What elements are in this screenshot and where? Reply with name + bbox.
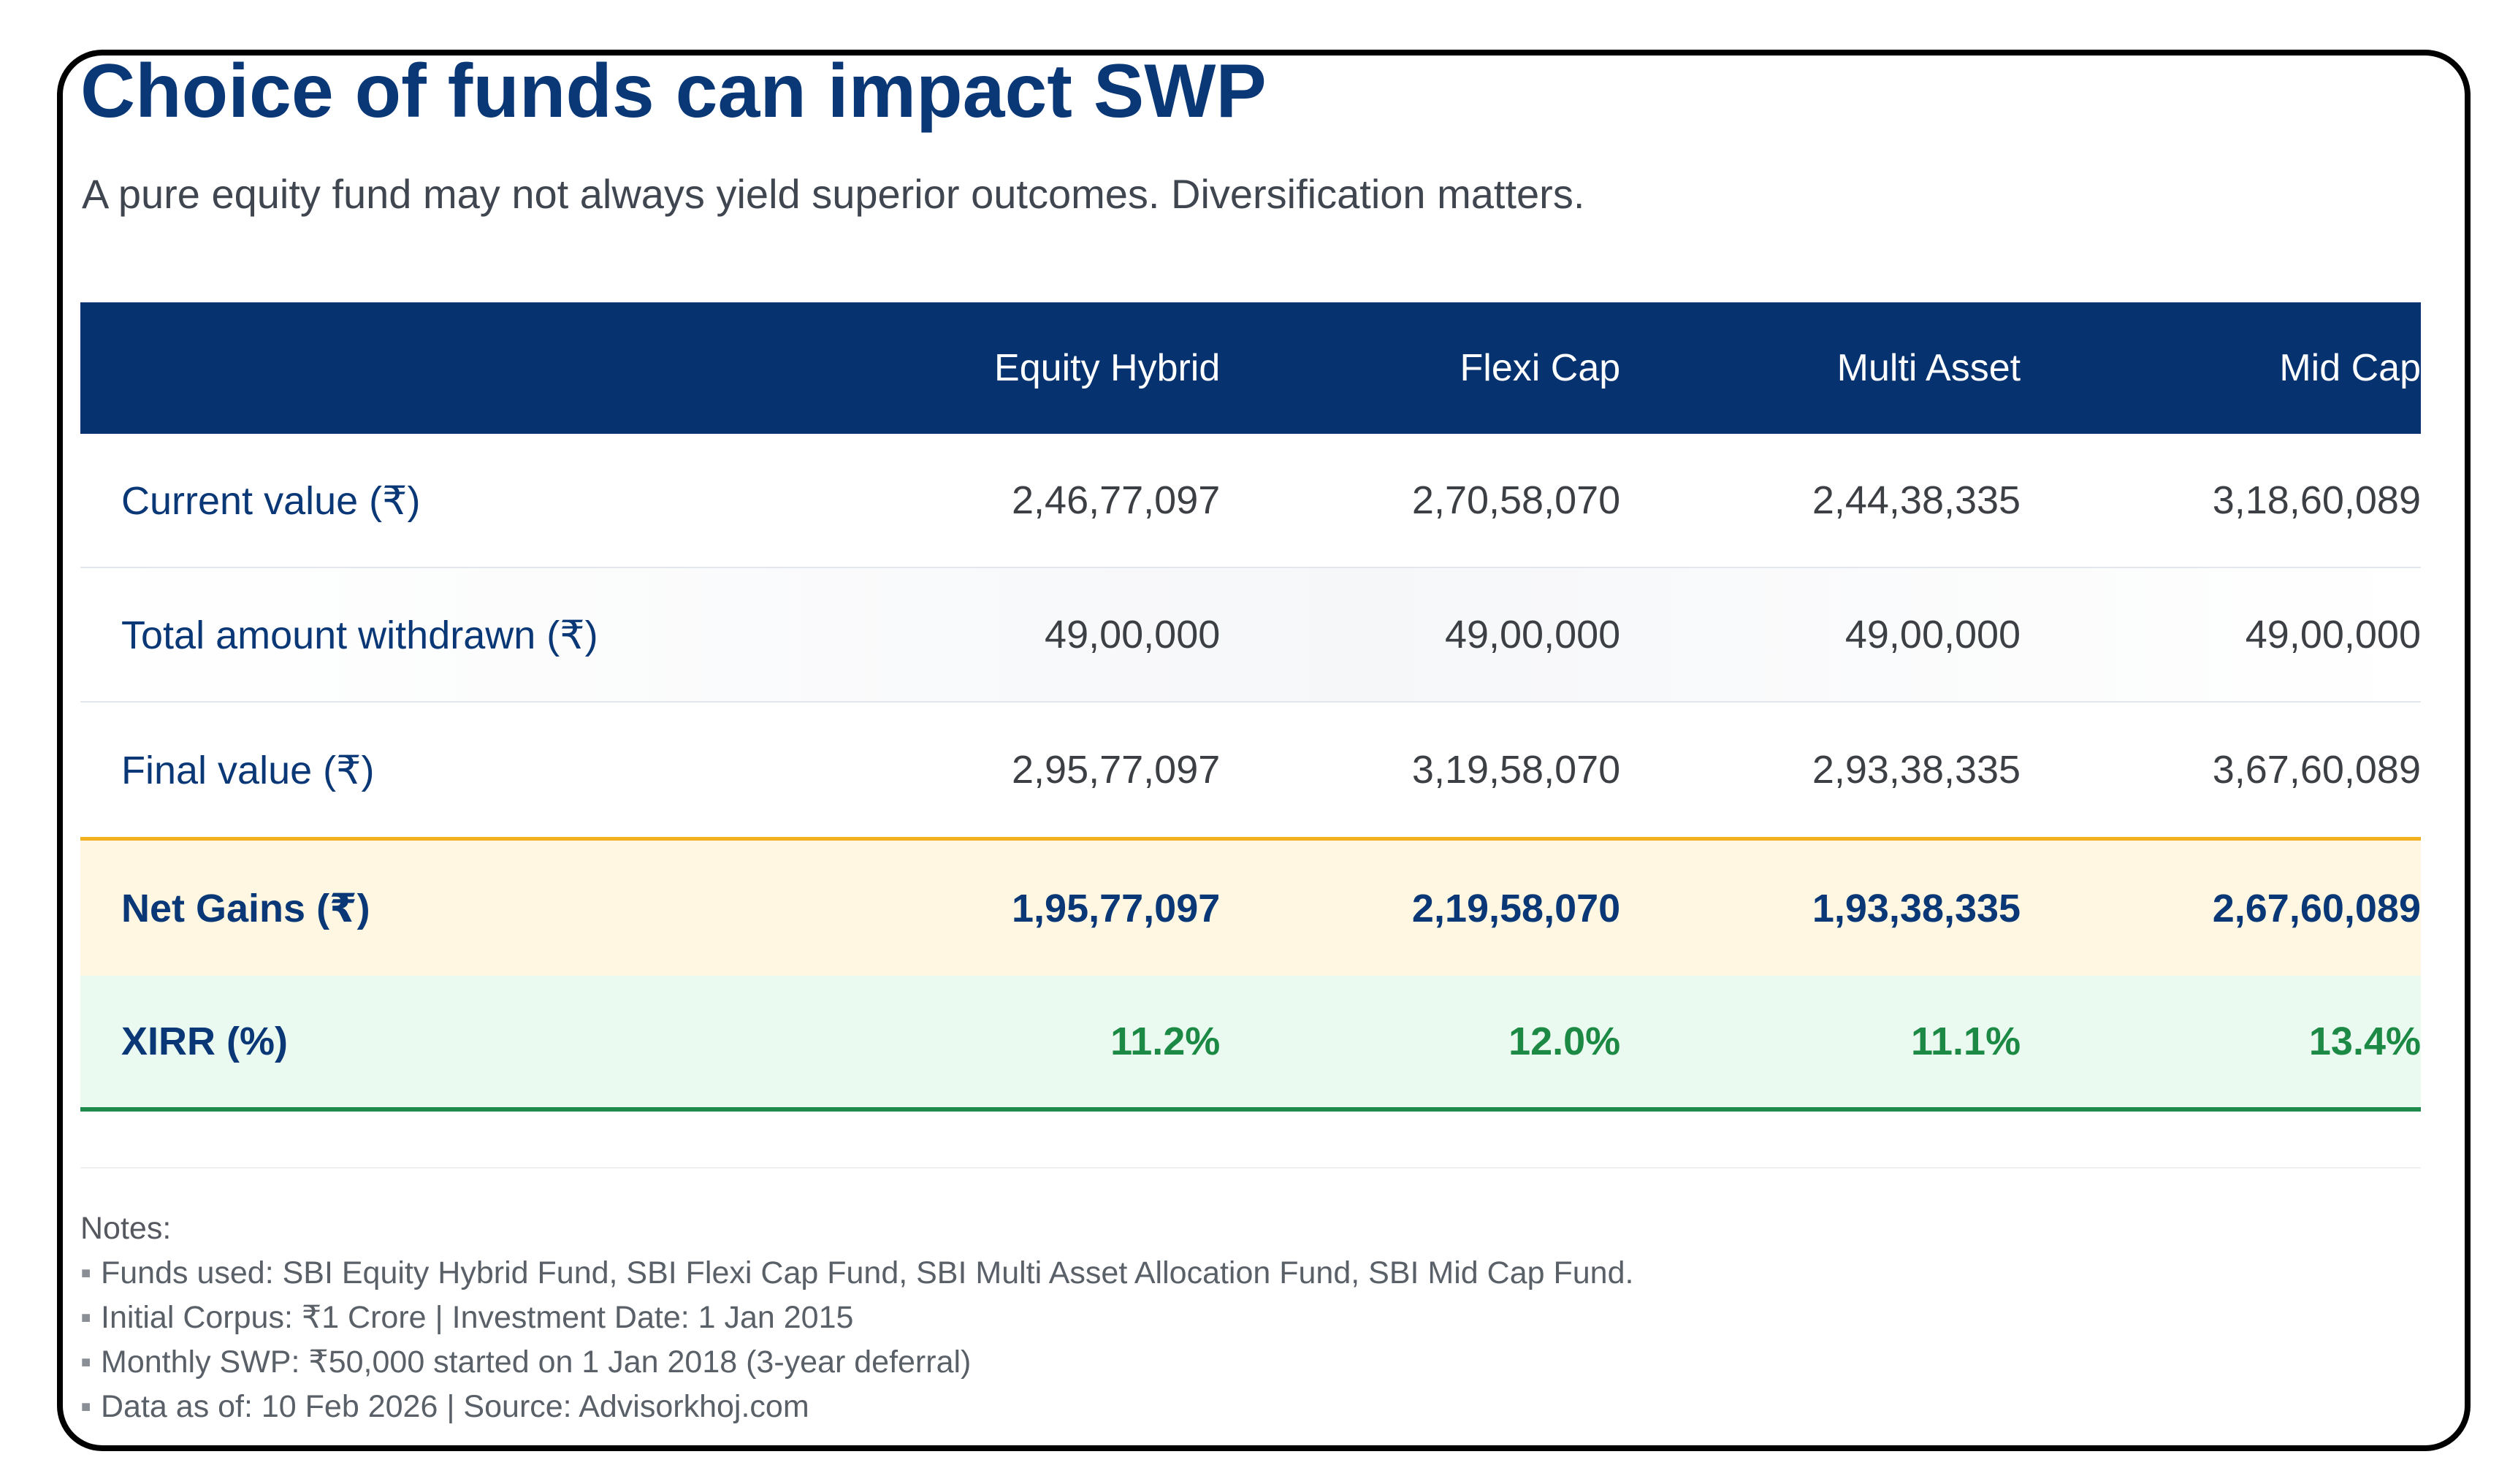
note-item: ▪ Data as of: 10 Feb 2026 | Source: Advis… xyxy=(80,1385,1633,1429)
comparison-table: Equity Hybrid Flexi Cap Multi Asset Mid … xyxy=(80,302,2421,1112)
table-row-net-gains: Net Gains (₹) 1,95,77,097 2,19,58,070 1,… xyxy=(80,837,2421,976)
table-row-final-value: Final value (₹) 2,95,77,097 3,19,58,070 … xyxy=(80,703,2421,837)
table-cell: 49,00,000 xyxy=(1045,613,1221,657)
table-cell: 2,46,77,097 xyxy=(1012,478,1221,522)
section-divider xyxy=(80,1167,2421,1169)
table-cell: 49,00,000 xyxy=(1444,613,1621,657)
bullet-icon: ▪ xyxy=(80,1389,92,1424)
table-cell: 13.4% xyxy=(2308,1020,2421,1063)
table-cell: 2,19,58,070 xyxy=(1411,886,1621,930)
table-row-total-withdrawn: Total amount withdrawn (₹) 49,00,000 49,… xyxy=(80,568,2421,703)
table-cell: 49,00,000 xyxy=(1844,613,2021,657)
table-cell: 3,19,58,070 xyxy=(1411,748,1621,792)
row-label: XIRR (%) xyxy=(121,1020,288,1063)
row-label: Total amount withdrawn (₹) xyxy=(121,613,598,657)
notes-title: Notes: xyxy=(80,1211,172,1246)
table-cell: 1,93,38,335 xyxy=(1812,886,2021,930)
row-label: Net Gains (₹) xyxy=(121,887,370,930)
note-item: ▪ Funds used: SBI Equity Hybrid Fund, SBI… xyxy=(80,1251,1633,1296)
notes-section: Notes: ▪ Funds used: SBI Equity Hybrid Fu… xyxy=(80,1206,1633,1429)
note-item: ▪ Initial Corpus: ₹1 Crore | Investment D… xyxy=(80,1296,1633,1340)
table-row-xirr: XIRR (%) 11.2% 12.0% 11.1% 13.4% xyxy=(80,976,2421,1112)
note-text: Funds used: SBI Equity Hybrid Fund, SBI … xyxy=(101,1255,1634,1290)
table-cell: 3,18,60,089 xyxy=(2212,478,2421,522)
note-text: Monthly SWP: ₹50,000 started on 1 Jan 20… xyxy=(101,1345,972,1380)
page-title: Choice of funds can impact SWP xyxy=(80,49,1267,134)
bullet-icon: ▪ xyxy=(80,1345,92,1380)
table-cell: 2,93,38,335 xyxy=(1812,748,2021,792)
header-cell-equity-hybrid: Equity Hybrid xyxy=(994,347,1221,389)
table-row-current-value: Current value (₹) 2,46,77,097 2,70,58,07… xyxy=(80,434,2421,568)
row-label: Final value (₹) xyxy=(121,748,375,792)
page-subtitle: A pure equity fund may not always yield … xyxy=(82,171,1585,217)
header-cell-mid-cap: Mid Cap xyxy=(2279,347,2421,389)
table-cell: 1,95,77,097 xyxy=(1012,886,1221,930)
table-cell: 2,95,77,097 xyxy=(1012,748,1221,792)
table-cell: 12.0% xyxy=(1508,1020,1621,1063)
table-cell: 49,00,000 xyxy=(2245,613,2421,657)
bullet-icon: ▪ xyxy=(80,1255,92,1290)
note-text: Initial Corpus: ₹1 Crore | Investment Da… xyxy=(101,1300,854,1335)
table-cell: 3,67,60,089 xyxy=(2212,748,2421,792)
header-cell-flexi-cap: Flexi Cap xyxy=(1460,347,1621,389)
table-cell: 2,70,58,070 xyxy=(1411,478,1621,522)
note-item: ▪ Monthly SWP: ₹50,000 started on 1 Jan 2… xyxy=(80,1340,1633,1385)
bullet-icon: ▪ xyxy=(80,1300,92,1335)
note-text: Data as of: 10 Feb 2026 | Source: Adviso… xyxy=(101,1389,809,1424)
table-cell: 2,67,60,089 xyxy=(2212,886,2421,930)
table-cell: 11.1% xyxy=(1910,1020,2021,1063)
table-cell: 11.2% xyxy=(1110,1020,1221,1063)
table-cell: 2,44,38,335 xyxy=(1812,478,2021,522)
table-header-row: Equity Hybrid Flexi Cap Multi Asset Mid … xyxy=(80,302,2421,434)
header-cell-multi-asset: Multi Asset xyxy=(1836,347,2021,389)
row-label: Current value (₹) xyxy=(121,478,421,523)
